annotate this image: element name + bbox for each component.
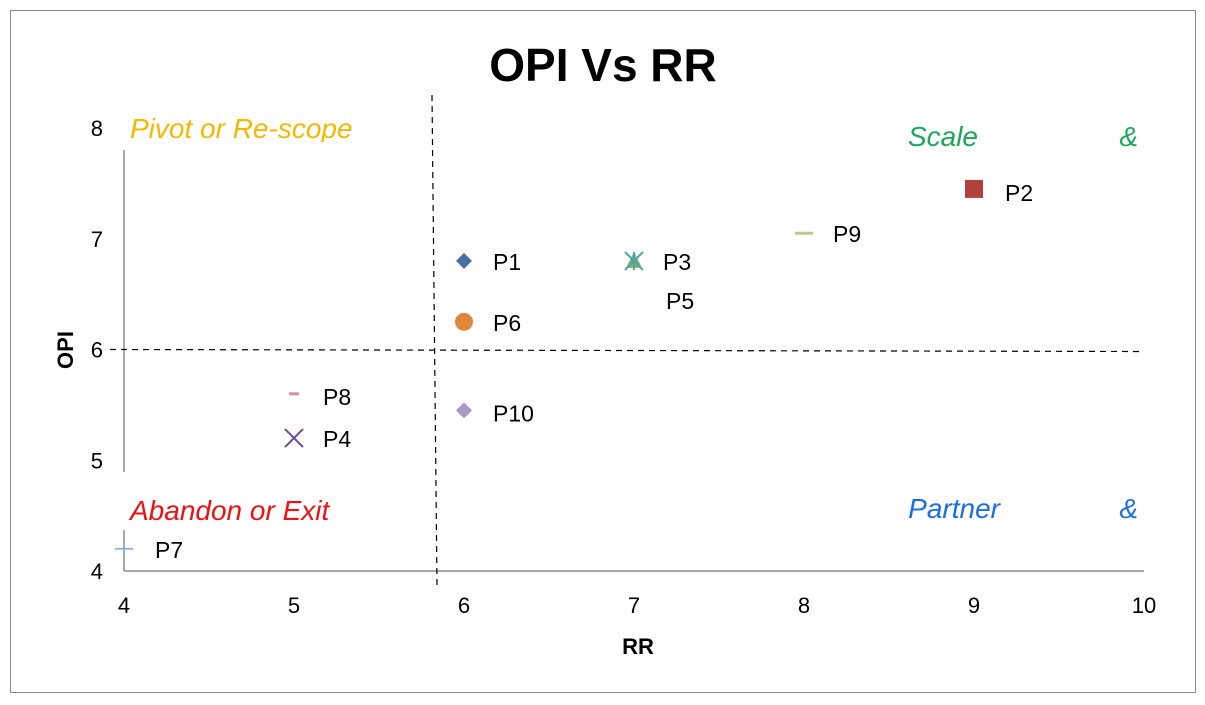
point-p8: P8 bbox=[289, 384, 351, 410]
point-p10: P10 bbox=[456, 400, 534, 426]
tick-labels: 4 5 6 7 8 9 10 4 5 6 7 8 bbox=[91, 116, 1156, 618]
square-marker bbox=[965, 179, 983, 198]
point-p4: P4 bbox=[284, 426, 351, 452]
y-tick-label: 8 bbox=[91, 116, 103, 141]
y-tick-label: 5 bbox=[91, 448, 103, 473]
point-label: P1 bbox=[493, 249, 521, 275]
point-label: P6 bbox=[493, 310, 521, 336]
data-points: P1 P2 P3 P4 P5 P6 P7 P8 P9 P10 bbox=[115, 179, 1033, 563]
quadrant-labels: Pivot or Re-scope Scale & Abandon or Exit Pa… bbox=[128, 113, 1138, 526]
point-label: P3 bbox=[663, 249, 691, 275]
point-label: P9 bbox=[833, 221, 861, 247]
circle-marker bbox=[455, 312, 473, 331]
x-tick-label: 6 bbox=[458, 593, 470, 618]
point-label: P8 bbox=[323, 384, 351, 410]
point-label: P7 bbox=[155, 537, 183, 563]
quadrant-label: Abandon or Exit bbox=[128, 495, 330, 526]
x-tick-label: 9 bbox=[968, 593, 980, 618]
x-tick-label: 8 bbox=[798, 593, 810, 618]
y-axis-title: OPI bbox=[53, 331, 78, 369]
quadrant-label: Scale bbox=[908, 121, 978, 152]
point-p7: P7 bbox=[115, 537, 183, 563]
reference-lines bbox=[109, 94, 1145, 587]
x-tick-label: 5 bbox=[288, 593, 300, 618]
chart-frame bbox=[10, 10, 1196, 693]
point-label: P4 bbox=[323, 426, 351, 452]
y-tick-label: 7 bbox=[91, 227, 103, 252]
point-p9: P9 bbox=[795, 221, 861, 247]
quadrant-label: & bbox=[1119, 121, 1138, 152]
diamond-marker bbox=[456, 402, 472, 419]
x-tick-label: 7 bbox=[628, 593, 640, 618]
quadrant-label: Partner bbox=[908, 493, 1001, 524]
point-p5: P5 bbox=[624, 251, 694, 314]
point-p2: P2 bbox=[965, 179, 1033, 206]
point-label: P2 bbox=[1005, 180, 1033, 206]
point-p6: P6 bbox=[455, 310, 521, 336]
diamond-marker bbox=[456, 252, 472, 269]
chart-title: OPI Vs RR bbox=[489, 39, 717, 91]
point-label: P10 bbox=[493, 400, 534, 426]
x-tick-label: 4 bbox=[118, 593, 130, 618]
x-axis-title: RR bbox=[622, 634, 654, 659]
quadrant-label: Pivot or Re-scope bbox=[130, 113, 353, 144]
x-marker-stroke bbox=[284, 428, 304, 448]
horizontal-reference-line bbox=[109, 348, 1145, 353]
y-tick-label: 6 bbox=[91, 338, 103, 363]
vertical-reference-line bbox=[431, 94, 438, 587]
point-label: P5 bbox=[666, 288, 694, 314]
y-tick-label: 4 bbox=[91, 559, 103, 584]
x-tick-label: 10 bbox=[1132, 593, 1156, 618]
point-p1: P1 bbox=[456, 249, 521, 275]
quadrant-label: & bbox=[1119, 493, 1138, 524]
